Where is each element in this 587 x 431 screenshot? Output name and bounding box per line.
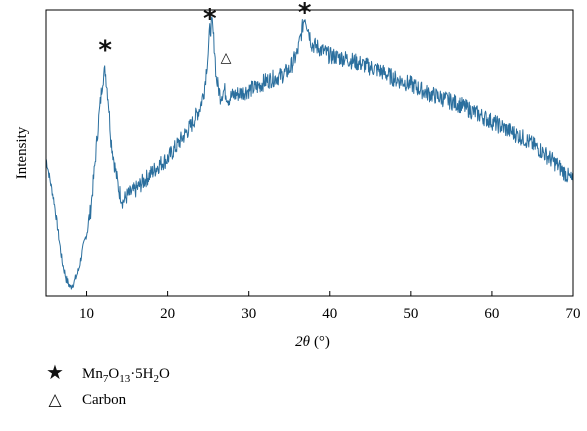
- legend-label-carbon: Carbon: [82, 392, 127, 408]
- x-tick-label: 50: [403, 306, 418, 322]
- x-tick-label: 20: [160, 306, 175, 322]
- y-axis-title: Intensity: [14, 126, 30, 179]
- x-tick-label: 40: [322, 306, 337, 322]
- legend-label-part: 7: [103, 373, 109, 385]
- axes: 10 20 30 40 50 60 70 2θ (°) Intensity: [14, 9, 581, 350]
- x-axis-symbol: 2θ: [295, 334, 311, 350]
- x-axis-title: 2θ (°): [295, 334, 330, 350]
- legend-label-part: ·5H: [130, 366, 153, 382]
- legend-star-icon: ★: [46, 360, 64, 384]
- peak-annotations: ** *△: [98, 0, 311, 66]
- legend-label-part: Mn: [82, 366, 103, 382]
- x-tick-label: 30: [241, 306, 256, 322]
- series-line: [45, 16, 574, 290]
- plot-frame: [45, 9, 574, 297]
- x-axis-unit: (°): [314, 334, 330, 350]
- x-tick-label: 10: [79, 306, 94, 322]
- legend-label-part: 2: [154, 373, 160, 385]
- legend-label-part: O: [159, 366, 170, 382]
- peak-star-marker: *: [98, 35, 112, 65]
- peak-star-marker: *: [298, 0, 312, 28]
- legend-label-part: 13: [119, 373, 131, 385]
- legend-label-mn7o13: Mn7O13·5H2O: [82, 366, 170, 385]
- legend: ★ Mn7O13·5H2O△ Carbon: [46, 360, 170, 410]
- legend-triangle-icon: △: [48, 390, 62, 410]
- x-tick-label: 70: [566, 306, 581, 322]
- peak-triangle-marker: △: [221, 50, 232, 66]
- x-tick-label: 60: [484, 306, 499, 322]
- peak-star-marker: *: [203, 4, 217, 34]
- plot-area: [45, 16, 574, 290]
- legend-label-part: O: [108, 366, 119, 382]
